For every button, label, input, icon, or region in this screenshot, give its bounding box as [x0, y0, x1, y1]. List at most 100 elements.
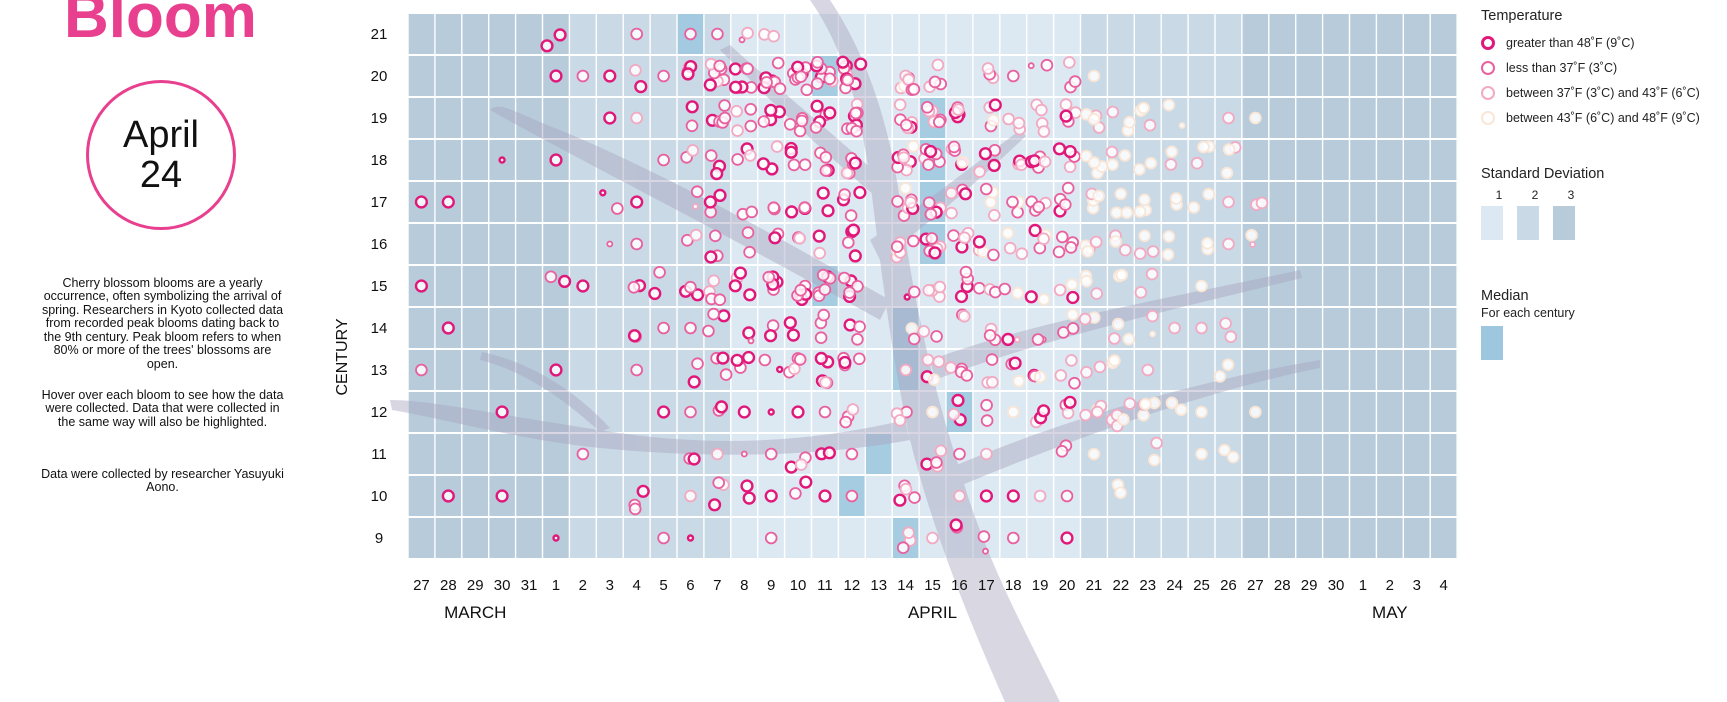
bloom-point — [1123, 397, 1137, 410]
bloom-point — [1119, 243, 1132, 257]
bloom-point — [710, 167, 724, 181]
bloom-point — [1143, 118, 1157, 132]
bloom-point — [498, 156, 506, 164]
bloom-point — [809, 121, 823, 134]
bloom-point — [811, 55, 824, 69]
bloom-point — [817, 308, 830, 322]
bloom-point — [907, 285, 921, 299]
bloom-point — [702, 324, 715, 338]
bloom-point — [1146, 309, 1159, 323]
bloom-point — [1059, 109, 1073, 123]
bloom-point — [848, 156, 862, 170]
sd-band-column — [488, 13, 517, 559]
bloom-point — [549, 69, 563, 83]
bloom-point — [846, 403, 860, 416]
bloom-point — [763, 329, 778, 343]
bloom-point — [495, 489, 509, 503]
bloom-point — [980, 414, 994, 427]
bloom-point — [953, 447, 966, 461]
bloom-point — [1137, 101, 1150, 115]
bloom-point — [947, 407, 961, 421]
x-tick-label: 20 — [1059, 577, 1076, 594]
bloom-point — [980, 398, 993, 412]
bloom-point — [954, 289, 969, 304]
bloom-point — [921, 353, 935, 367]
sd-band-column — [1403, 13, 1431, 559]
bloom-point — [848, 249, 862, 263]
bloom-point — [945, 206, 958, 220]
x-tick-label: 8 — [740, 577, 748, 594]
sd-band-column — [1322, 13, 1350, 559]
bloom-point — [846, 223, 861, 237]
x-tick-label: 30 — [1328, 577, 1345, 594]
bloom-point — [1061, 181, 1075, 195]
x-tick-label: 31 — [521, 577, 538, 594]
bloom-point — [1012, 116, 1026, 130]
bloom-point — [981, 62, 995, 75]
x-tick-label: 22 — [1113, 577, 1130, 594]
bloom-point — [1195, 279, 1208, 293]
legend-temperature-ring — [1481, 85, 1495, 100]
bloom-point — [687, 375, 701, 389]
bloom-point — [557, 274, 572, 289]
bloom-point — [987, 248, 1000, 262]
chart-grid — [407, 12, 1458, 560]
bloom-point — [904, 196, 917, 209]
sd-band-column — [1026, 13, 1055, 559]
bloom-point — [899, 363, 912, 377]
x-tick-label: 7 — [713, 577, 721, 594]
y-tick-label: 9 — [375, 530, 383, 547]
bloom-point — [1213, 370, 1227, 383]
bloom-point — [552, 534, 560, 542]
bloom-point — [1195, 321, 1208, 335]
x-tick-label: 19 — [1032, 577, 1049, 594]
bloom-point — [681, 67, 695, 81]
page-title: Bloom — [64, 0, 257, 51]
bloom-point — [1105, 145, 1119, 159]
bloom-point — [930, 330, 943, 343]
bloom-point — [844, 209, 858, 222]
legend-temperature-label: between 43˚F (6˚C) and 48˚F (9˚C) — [1506, 110, 1700, 125]
sd-band-column — [1376, 13, 1404, 559]
bloom-point — [685, 100, 699, 114]
bloom-point — [686, 144, 700, 157]
x-tick-label: 11 — [817, 577, 833, 594]
x-tick-label: 26 — [1220, 577, 1237, 594]
x-tick-label: 27 — [413, 577, 430, 594]
bloom-point — [1087, 156, 1101, 169]
bloom-point — [713, 293, 727, 307]
x-tick-label: 2 — [579, 577, 587, 594]
legend-sd-swatch-2 — [1517, 206, 1539, 240]
bloom-point — [1226, 450, 1240, 464]
bloom-point — [947, 140, 961, 154]
bloom-point — [776, 365, 784, 374]
bloom-point — [845, 447, 859, 461]
bloom-point — [839, 415, 852, 429]
bloom-point — [906, 234, 920, 248]
bloom-point — [1144, 156, 1158, 170]
y-tick-label: 11 — [371, 446, 387, 463]
bloom-point — [958, 187, 973, 201]
bloom-point — [740, 479, 754, 493]
bloom-point — [703, 78, 717, 92]
bloom-point — [1089, 235, 1103, 249]
bloom-point — [928, 75, 942, 89]
x-tick-label: 18 — [1005, 577, 1022, 594]
bloom-point — [852, 352, 866, 366]
bloom-point — [922, 283, 936, 297]
y-tick-label: 15 — [371, 278, 388, 295]
bloom-point — [634, 79, 648, 94]
bloom-point — [630, 195, 644, 209]
bloom-point — [740, 450, 748, 458]
month-label: APRIL — [908, 603, 957, 622]
bloom-point — [1117, 413, 1130, 426]
bloom-point — [733, 266, 748, 280]
bloom-point — [1222, 237, 1235, 251]
bloom-point — [1078, 312, 1092, 326]
bloom-point — [841, 236, 855, 249]
bloom-point — [982, 547, 989, 555]
bloom-point — [899, 118, 913, 132]
bloom-point — [1054, 369, 1068, 382]
bloom-point — [979, 489, 994, 503]
x-tick-label: 29 — [1301, 577, 1318, 594]
